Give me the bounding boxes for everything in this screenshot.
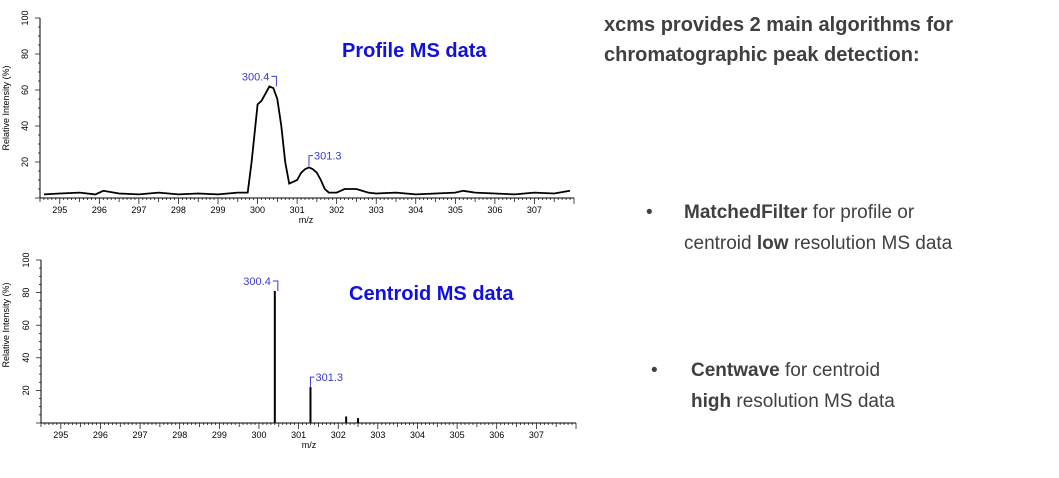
centroid-x-tick-label: 304 [410,430,425,440]
peak-label-bracket [308,155,313,166]
profile-y-axis-label: Relative Intensity (%) [1,65,11,150]
centroid-x-ticks: 295 296 297 298 299 300 301 302 303 304 305 306 307 [40,423,577,440]
profile-y-tick-label: 80 [20,49,30,59]
profile-x-tick-label: 296 [92,205,107,215]
profile-y-tick-label: 60 [20,85,30,95]
profile-x-tick-label: 300 [250,205,265,215]
profile-x-tick-label: 298 [171,205,186,215]
profile-y-tick-label: 20 [20,157,30,167]
centroid-x-tick-label: 296 [93,430,108,440]
centroid-x-tick-label: 298 [172,430,187,440]
profile-x-tick-label: 305 [448,205,463,215]
profile-x-ticks: 295 296 297 298 299 300 301 302 303 304 305 306 307 [39,198,575,215]
centroid-x-tick-label: 295 [53,430,68,440]
centroid-x-tick-label: 301 [291,430,306,440]
peak-label-bracket [271,75,277,87]
centroid-chart: Centroid MS data 295 296 297 298 299 300 301 30… [1,252,577,450]
centroid-x-tick-label: 305 [450,430,465,440]
algorithm-name: MatchedFilter [684,202,808,223]
peak-label: 301.3 [314,151,342,163]
peak-label: 301.3 [315,372,343,384]
peak-label: 300.4 [243,276,271,288]
profile-x-tick-label: 299 [210,205,225,215]
centroid-y-ticks: 20 40 60 80 100 [21,252,41,424]
peak-label-bracket [272,280,279,291]
profile-y-tick-label: 100 [20,10,30,25]
algorithm-name: Centwave [691,360,780,381]
centroid-y-tick-label: 100 [21,252,31,267]
profile-y-tick-label: 40 [20,121,30,131]
profile-x-tick-label: 301 [290,205,305,215]
profile-x-tick-label: 303 [369,205,384,215]
centroid-x-tick-label: 300 [251,430,266,440]
profile-x-tick-label: 307 [527,205,542,215]
profile-x-tick-label: 304 [408,205,423,215]
centroid-x-tick-label: 302 [331,430,346,440]
centroid-x-tick-label: 303 [370,430,385,440]
profile-x-tick-label: 297 [131,205,146,215]
centroid-chart-title: Centroid MS data [349,283,514,305]
heading-text: xcms provides 2 main algorithms for chro… [604,14,953,66]
bullet-matchedfilter: • MatchedFilter for profile or centroid … [646,197,1056,261]
centroid-y-axis-label: Relative Intensity (%) [1,282,11,367]
profile-chart-title: Profile MS data [342,40,487,62]
peak-label-bracket [309,376,315,388]
centroid-x-tick-label: 297 [133,430,148,440]
bullet-symbol: • [651,360,658,381]
profile-x-tick-label: 295 [52,205,67,215]
profile-chart: Profile MS data 295 296 297 298 299 300 301 302… [1,10,575,225]
profile-x-tick-label: 306 [487,205,502,215]
centroid-x-tick-label: 306 [489,430,504,440]
centroid-y-tick-label: 80 [21,288,31,298]
centroid-y-tick-label: 60 [21,320,31,330]
centroid-y-tick-label: 20 [21,385,31,395]
centroid-x-tick-label: 307 [529,430,544,440]
resolution-keyword: high [691,391,732,412]
profile-spectrum-line [43,85,571,196]
profile-x-axis-label: m/z [299,215,314,225]
profile-x-tick-label: 302 [329,205,344,215]
centroid-x-axis-label: m/z [302,440,317,450]
spectra-figure: Profile MS data 295 296 297 298 299 300 301 302… [1,10,577,450]
bullet-centwave: • Centwave for centroid high resolution … [651,355,1056,419]
centroid-y-tick-label: 40 [21,353,31,363]
profile-y-ticks: 20 40 60 80 100 [20,10,40,199]
bullet-symbol: • [646,202,653,223]
resolution-keyword: low [756,233,789,254]
peak-label: 300.4 [242,71,270,83]
centroid-x-tick-label: 299 [212,430,227,440]
centroid-bars [273,290,360,423]
